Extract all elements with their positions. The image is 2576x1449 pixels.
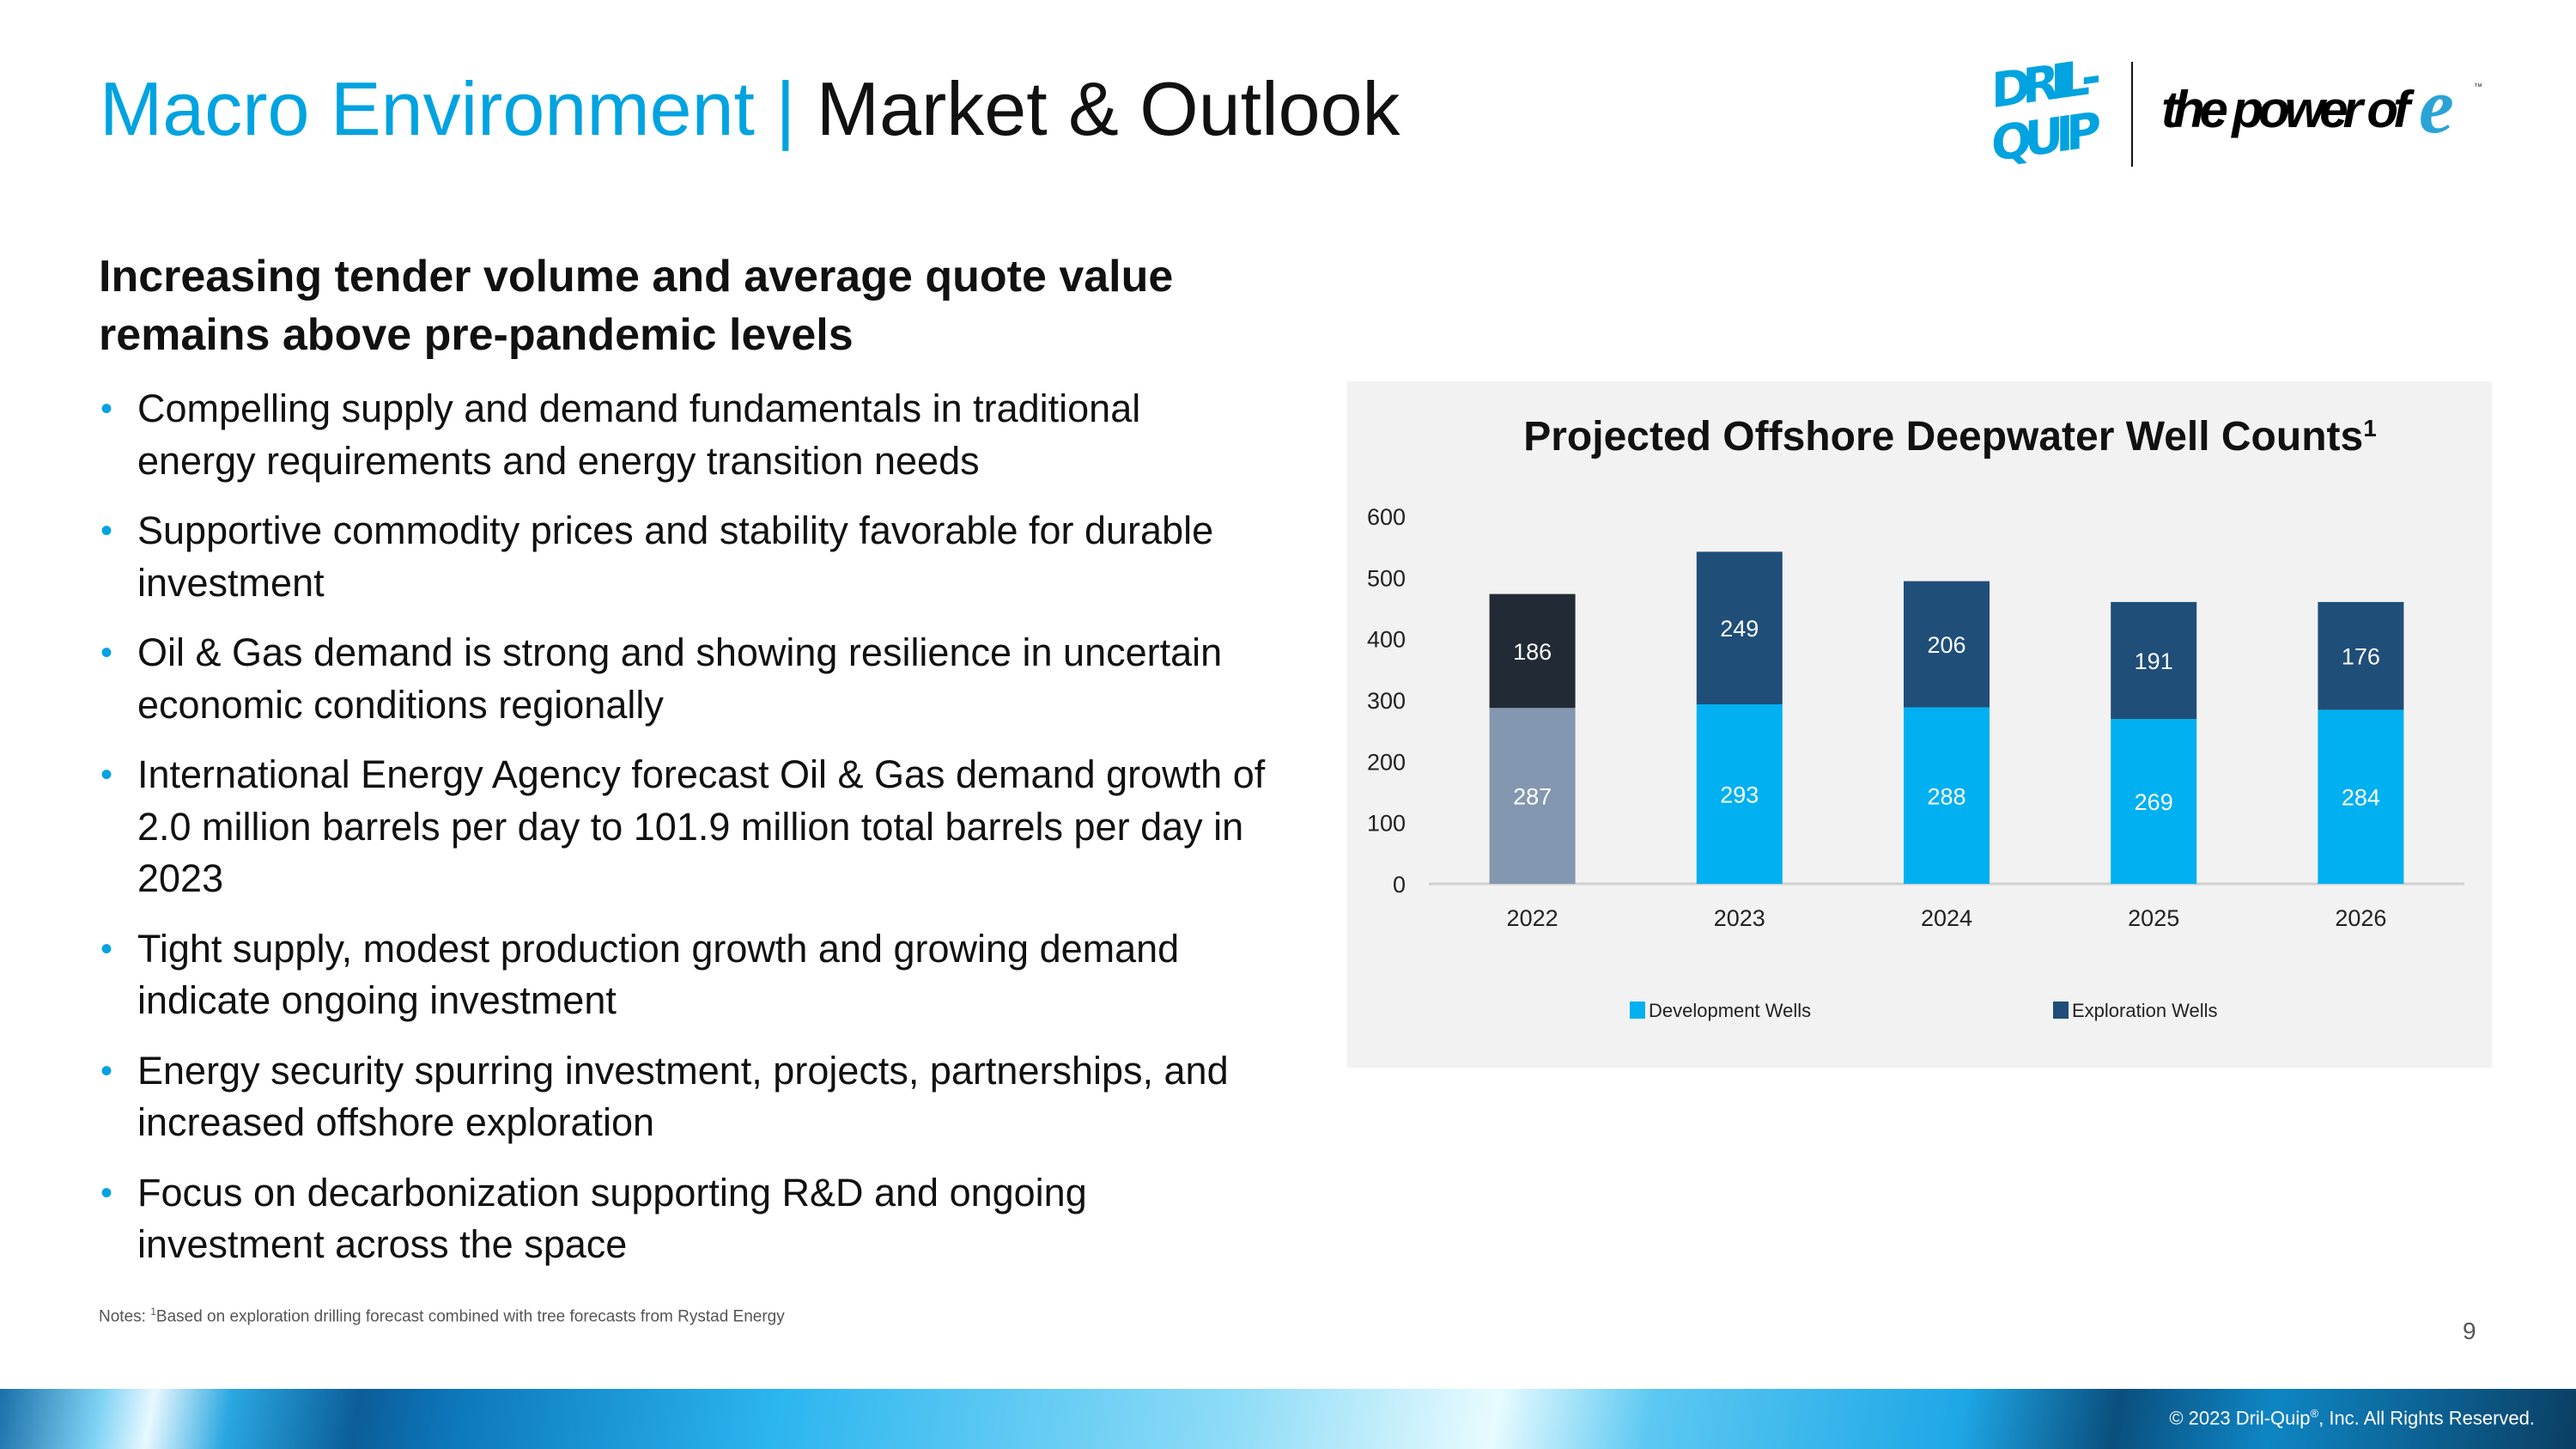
bar-development-wells [2318, 709, 2404, 884]
dril-quip-logo: DRIL- QUIP the power of e ™ [1988, 49, 2486, 174]
bullet-icon: • [100, 929, 113, 968]
data-label: 287 [1513, 784, 1552, 810]
x-tick-label: 2024 [1921, 905, 1972, 931]
y-tick-label: 500 [1367, 565, 1406, 591]
chart-title: Projected Offshore Deepwater Well Counts… [1523, 414, 2377, 460]
bullet-list: • Compelling supply and demand fundamenta… [99, 383, 1284, 1289]
bullet-item: • Supportive commodity prices and stabili… [99, 505, 1284, 609]
legend-swatch [1630, 1002, 1645, 1019]
data-label: 288 [1927, 783, 1965, 809]
legend-swatch [2053, 1002, 2069, 1019]
bar-development-wells [1696, 703, 1783, 884]
bullet-icon: • [100, 512, 113, 550]
data-label: 249 [1720, 616, 1759, 642]
x-tick-label: 2025 [2128, 905, 2179, 931]
y-tick-label: 600 [1367, 504, 1406, 530]
footnote: Notes: 1Based on exploration drilling fo… [99, 1306, 785, 1326]
bullet-icon: • [100, 390, 113, 428]
y-tick-label: 200 [1367, 749, 1406, 775]
bar-exploration-wells [2111, 601, 2197, 720]
page-title: Macro Environment | Market & Outlook [100, 66, 1400, 151]
legend-label: Development Wells [1649, 1000, 1811, 1021]
data-label: 191 [2135, 648, 2173, 674]
bar-exploration-wells [1489, 594, 1576, 709]
bullet-item: • Focus on decarbonization supporting R&D… [99, 1167, 1168, 1271]
bullet-icon: • [100, 1051, 113, 1090]
x-tick-label: 2023 [1714, 905, 1765, 931]
bullet-item: • Compelling supply and demand fundamenta… [99, 383, 1254, 487]
chart-panel: Projected Offshore Deepwater Well Counts… [1347, 381, 2492, 1068]
page-number: 9 [2463, 1318, 2476, 1344]
bar-development-wells [2111, 719, 2197, 884]
bar-development-wells [1904, 707, 1990, 884]
data-label: 206 [1927, 632, 1965, 658]
y-tick-label: 300 [1367, 688, 1406, 714]
section-heading: Increasing tender volume and average quo… [99, 252, 1174, 360]
data-label: 293 [1720, 782, 1759, 807]
x-tick-label: 2022 [1507, 905, 1558, 931]
data-label: 284 [2342, 785, 2380, 811]
footer-band [0, 1389, 2576, 1449]
data-label: 269 [2135, 789, 2173, 815]
legend-label: Exploration Wells [2072, 1000, 2218, 1021]
bullet-icon: • [100, 634, 113, 672]
data-label: 176 [2342, 644, 2380, 670]
copyright: © 2023 Dril-Quip®, Inc. All Rights Reser… [2169, 1407, 2535, 1429]
bar-exploration-wells [1696, 551, 1783, 704]
bullet-item: • Oil & Gas demand is strong and showing … [99, 627, 1284, 731]
stacked-bar-chart: Projected Offshore Deepwater Well Counts… [1367, 414, 2464, 1021]
bullet-icon: • [100, 756, 113, 794]
y-tick-label: 100 [1367, 811, 1406, 837]
svg-text:e: e [2419, 62, 2454, 149]
bullet-item: • International Energy Agency forecast Oi… [99, 749, 1284, 905]
svg-text:™: ™ [2474, 82, 2482, 92]
data-label: 186 [1513, 639, 1552, 665]
bullet-icon: • [100, 1173, 113, 1212]
x-tick-label: 2026 [2335, 905, 2386, 931]
y-tick-label: 0 [1393, 872, 1406, 898]
bar-development-wells [1489, 708, 1576, 884]
bar-exploration-wells [2318, 601, 2404, 710]
bar-exploration-wells [1904, 581, 1990, 708]
bullet-item: • Energy security spurring investment, pr… [99, 1045, 1254, 1149]
bullet-item: • Tight supply, modest production growth … [99, 923, 1284, 1027]
svg-text:the power of: the power of [2161, 81, 2415, 138]
y-tick-label: 400 [1367, 627, 1406, 653]
